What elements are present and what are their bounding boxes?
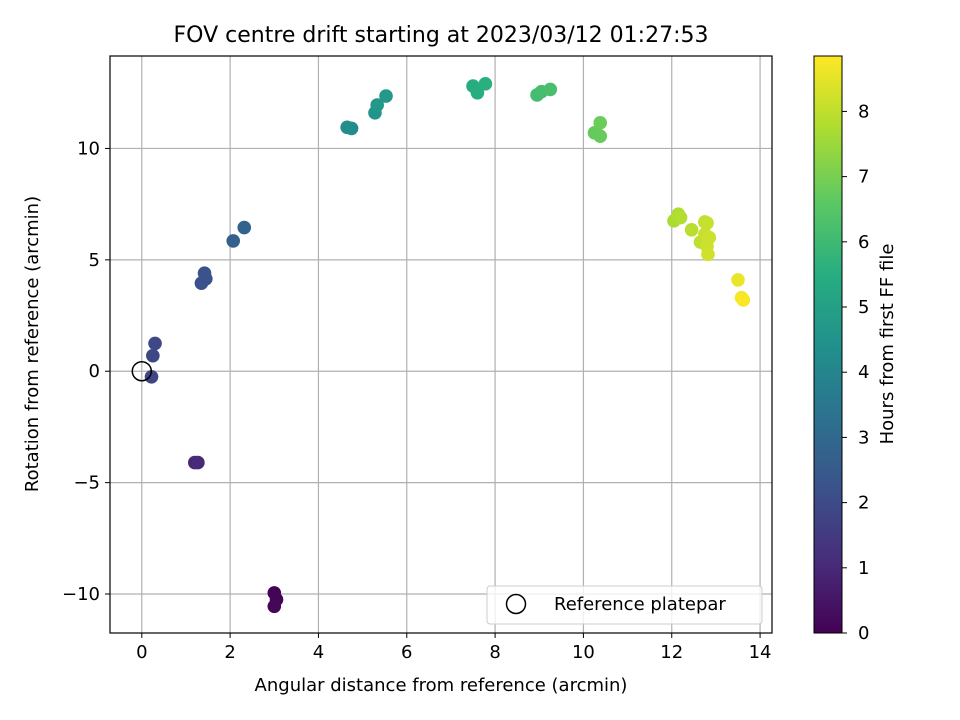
colorbar-tick-label: 1 bbox=[858, 558, 869, 579]
x-tick-label: 14 bbox=[749, 642, 772, 663]
colorbar: 0 1 2 3 4 5 6 7 8 Hours from first FF file bbox=[813, 55, 898, 644]
drift-point bbox=[701, 247, 715, 262]
legend-label: Reference platepar bbox=[554, 594, 726, 615]
drift-point bbox=[237, 220, 252, 235]
y-axis: −10 −5 0 5 10 bbox=[62, 138, 110, 605]
x-tick-label: 2 bbox=[224, 642, 235, 663]
y-tick-label: 10 bbox=[77, 138, 100, 159]
drift-point bbox=[543, 82, 558, 97]
grid-lines bbox=[110, 56, 772, 633]
x-tick-label: 6 bbox=[401, 642, 412, 663]
colorbar-tick-label: 7 bbox=[858, 167, 869, 188]
colorbar-tick-label: 4 bbox=[858, 362, 869, 383]
x-tick-label: 8 bbox=[489, 642, 500, 663]
drift-point bbox=[593, 129, 608, 144]
reference-platepar-marker bbox=[131, 360, 153, 382]
drift-point bbox=[593, 116, 608, 130]
y-tick-label: −5 bbox=[73, 473, 100, 494]
drift-point bbox=[731, 273, 745, 287]
y-tick-label: 0 bbox=[89, 361, 100, 382]
x-axis-label: Angular distance from reference (arcmin) bbox=[255, 675, 628, 696]
legend: Reference platepar bbox=[486, 585, 763, 625]
drift-point bbox=[470, 85, 485, 100]
legend-marker bbox=[505, 593, 527, 615]
drift-point bbox=[478, 77, 493, 91]
drift-point bbox=[226, 234, 241, 248]
drift-point bbox=[702, 230, 717, 245]
colorbar-tick-label: 2 bbox=[858, 493, 869, 514]
drift-point bbox=[197, 266, 212, 281]
x-axis: 0 2 4 6 8 10 12 14 bbox=[136, 633, 772, 663]
drift-point bbox=[379, 89, 393, 103]
legend-box bbox=[486, 585, 763, 625]
drift-point bbox=[700, 216, 714, 230]
chart-title: FOV centre drift starting at 2023/03/12 … bbox=[174, 23, 709, 48]
y-axis-label: Rotation from reference (arcmin) bbox=[22, 196, 43, 492]
colorbar-tick-label: 8 bbox=[858, 101, 869, 122]
colorbar-tick-label: 6 bbox=[858, 232, 869, 253]
x-tick-label: 10 bbox=[572, 642, 595, 663]
y-tick-label: 5 bbox=[89, 250, 100, 271]
drift-point bbox=[684, 222, 699, 237]
drift-point bbox=[146, 348, 160, 363]
drift-point bbox=[370, 98, 384, 112]
colorbar-tick-label: 0 bbox=[858, 623, 869, 644]
x-tick-label: 4 bbox=[313, 642, 324, 663]
drift-point bbox=[267, 599, 282, 614]
plot-frame bbox=[109, 55, 773, 634]
drift-point bbox=[736, 293, 751, 307]
colorbar-label: Hours from first FF file bbox=[877, 244, 898, 445]
drift-point bbox=[673, 210, 688, 225]
colorbar-tick-label: 5 bbox=[858, 297, 869, 318]
colorbar-gradient bbox=[813, 55, 843, 634]
y-tick-label: −10 bbox=[62, 584, 100, 605]
colorbar-tick-label: 3 bbox=[858, 427, 869, 448]
colorbar-ticks: 0 1 2 3 4 5 6 7 8 bbox=[842, 101, 869, 644]
drift-point bbox=[148, 336, 162, 351]
drift-point bbox=[191, 455, 205, 470]
data-points bbox=[144, 77, 751, 614]
drift-point bbox=[144, 370, 159, 384]
x-tick-label: 12 bbox=[660, 642, 683, 663]
x-tick-label: 0 bbox=[136, 642, 147, 663]
reference-marker bbox=[131, 360, 153, 382]
drift-point bbox=[344, 121, 359, 136]
